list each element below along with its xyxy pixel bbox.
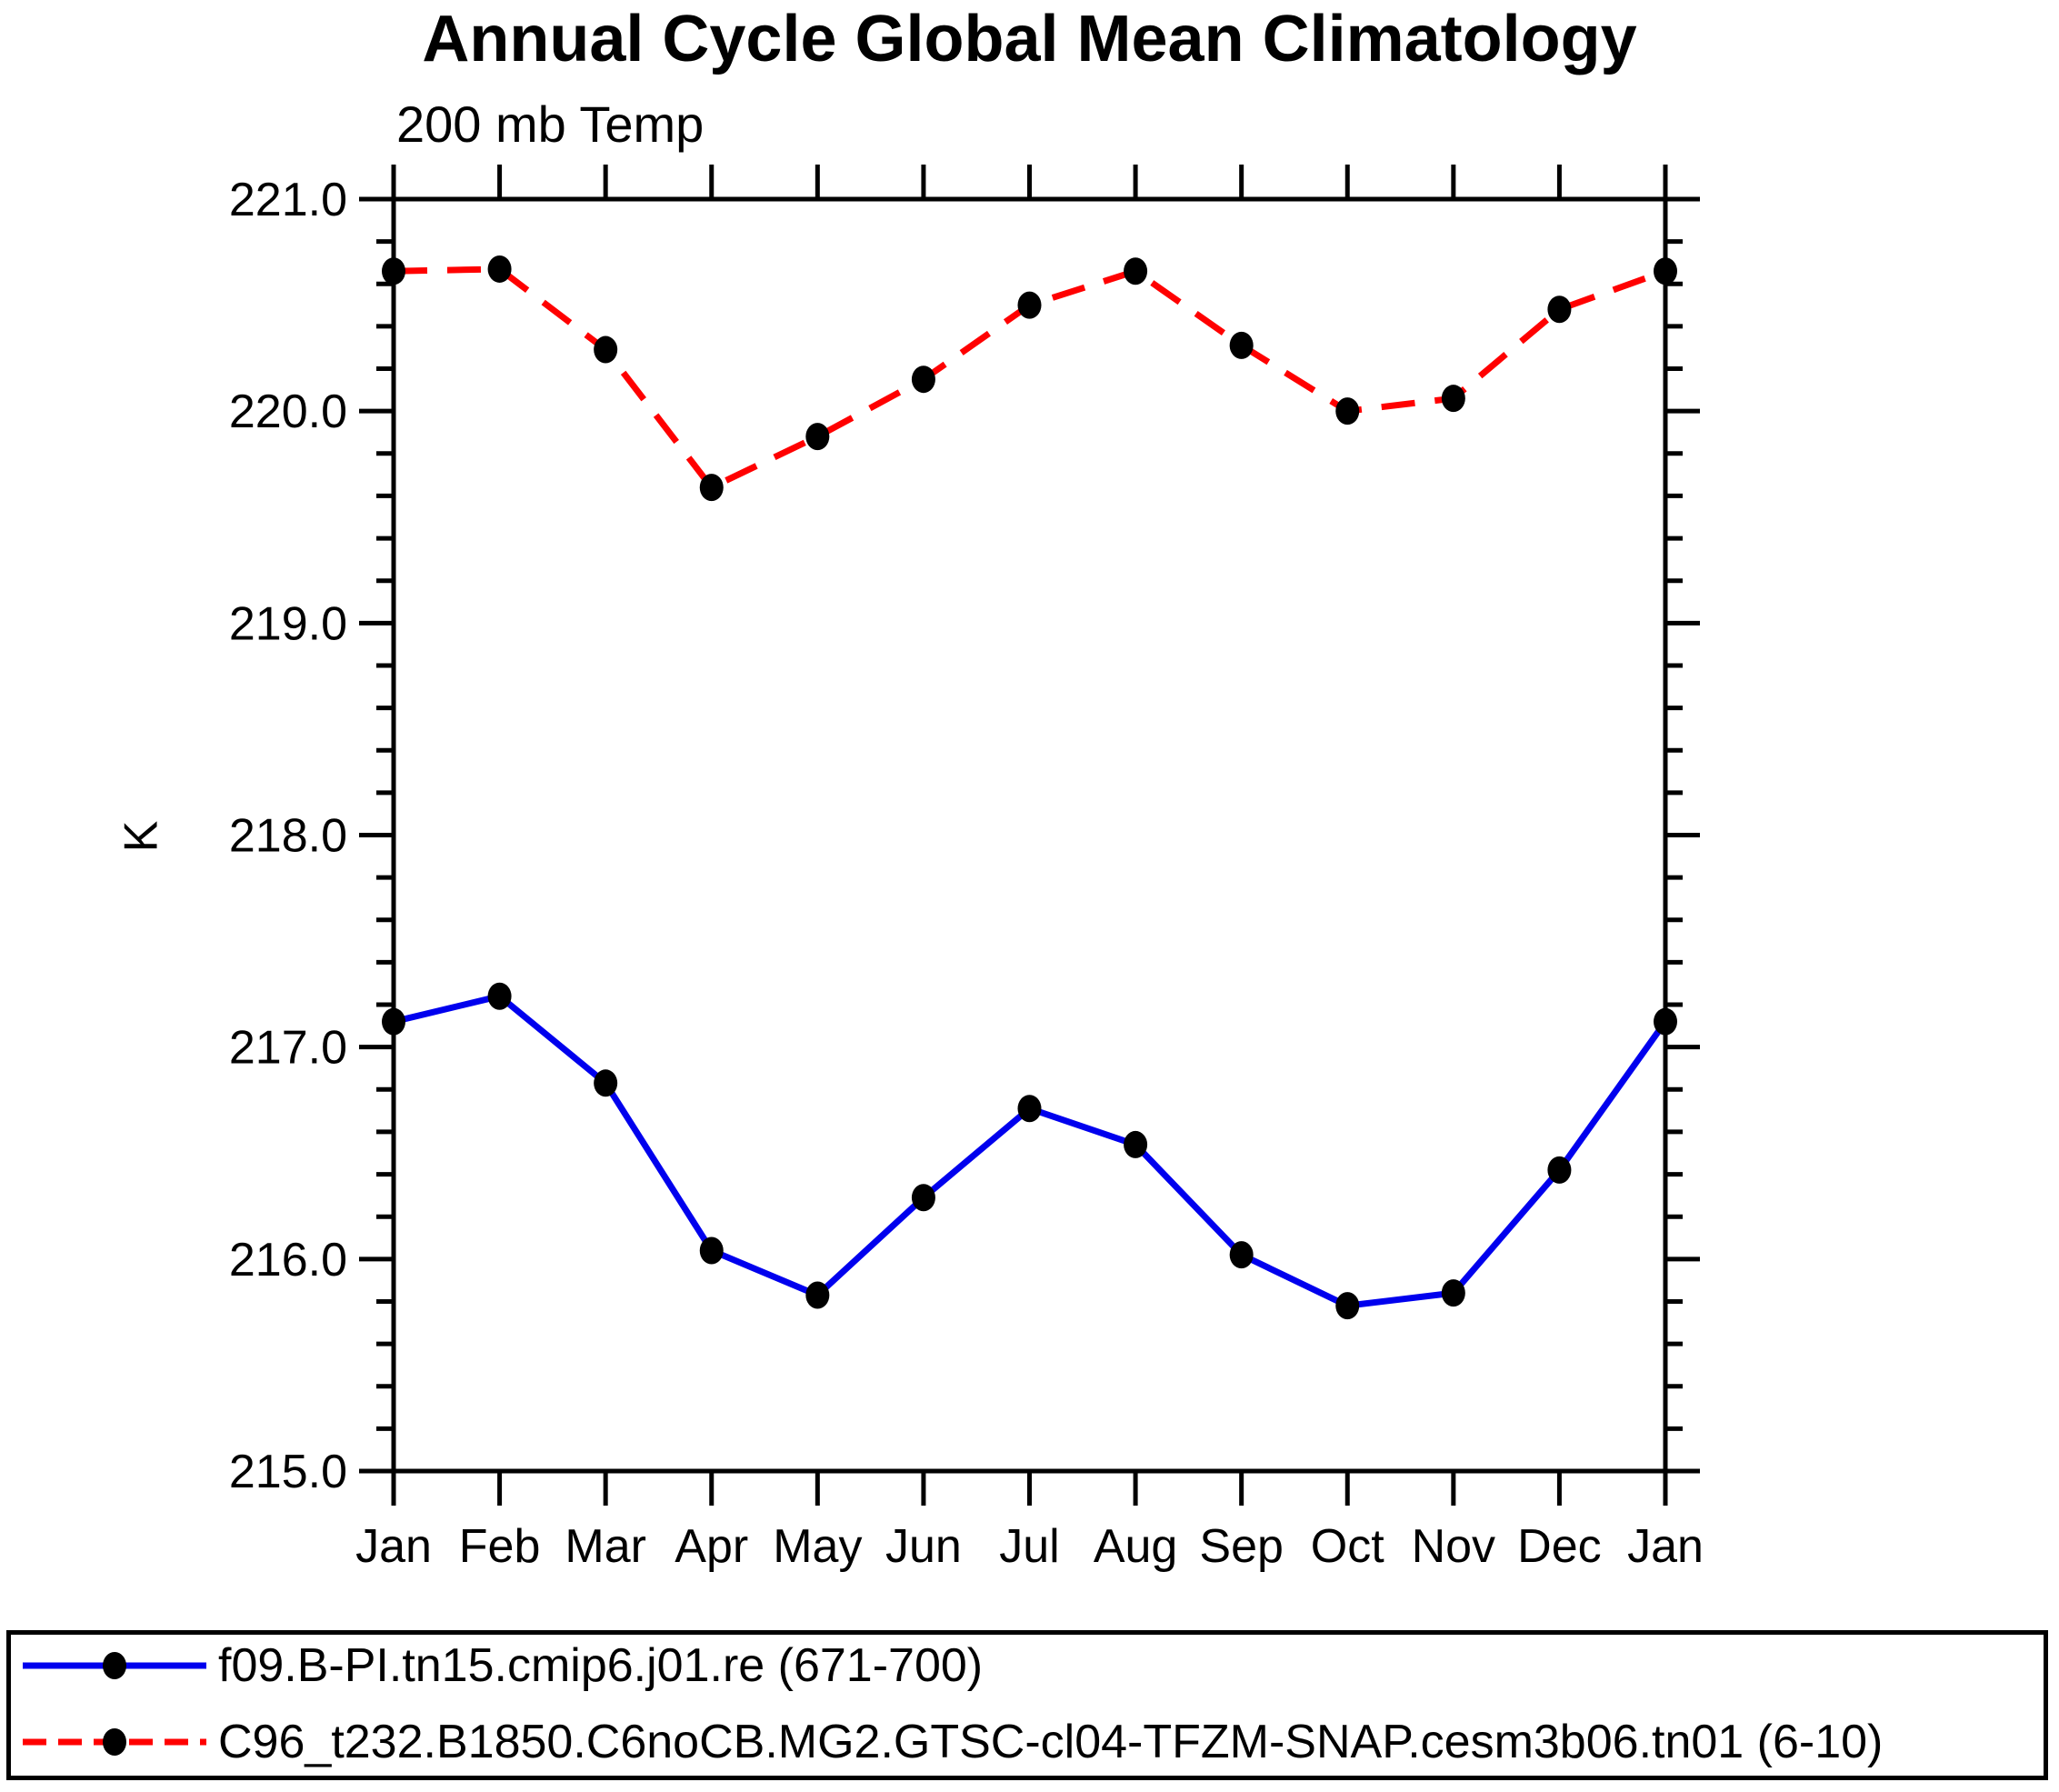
- y-tick-label: 218.0: [229, 810, 347, 863]
- data-point-marker: [382, 257, 405, 285]
- data-point-marker: [911, 1184, 935, 1212]
- data-point-marker: [1654, 257, 1677, 285]
- legend-line-sample-dashed: [23, 1728, 206, 1756]
- data-point-marker: [699, 474, 724, 502]
- data-point-marker: [699, 1236, 724, 1265]
- legend-sample-marker: [103, 1728, 126, 1756]
- data-point-marker: [487, 982, 512, 1010]
- data-point-marker: [1229, 1241, 1254, 1269]
- data-point-marker: [1547, 295, 1572, 324]
- y-ticks: 215.0 216.0 217.0 218.0 219.0 220.0 221.0: [229, 174, 1700, 1498]
- data-point-marker: [1654, 1007, 1677, 1036]
- y-tick-label: 216.0: [229, 1234, 347, 1286]
- data-point-marker: [1335, 1292, 1360, 1320]
- legend-entry-series1: f09.B-PI.tn15.cmip6.j01.re (671-700): [18, 1639, 984, 1692]
- legend-entry-series2: C96_t232.B1850.C6noCB.MG2.GTSC-cl04-TFZM…: [18, 1716, 1884, 1768]
- y-tick-label: 215.0: [229, 1446, 347, 1498]
- x-tick-label: Jul: [999, 1520, 1059, 1573]
- data-point-marker: [1124, 1130, 1148, 1158]
- series-0: [382, 982, 1677, 1320]
- legend-label-series1: f09.B-PI.tn15.cmip6.j01.re (671-700): [218, 1639, 984, 1692]
- data-point-marker: [1017, 291, 1042, 319]
- legend-label-series2: C96_t232.B1850.C6noCB.MG2.GTSC-cl04-TFZM…: [218, 1716, 1884, 1768]
- x-tick-label: May: [773, 1520, 862, 1573]
- y-tick-label: 219.0: [229, 597, 347, 650]
- data-point-marker: [1441, 385, 1465, 413]
- data-point-marker: [1124, 257, 1148, 285]
- x-tick-label: Mar: [565, 1520, 646, 1573]
- data-point-marker: [1547, 1156, 1572, 1184]
- x-tick-label: Dec: [1517, 1520, 1601, 1573]
- data-point-marker: [594, 335, 618, 364]
- series-line-0: [393, 992, 1668, 1309]
- legend-box: f09.B-PI.tn15.cmip6.j01.re (671-700) C96…: [6, 1630, 2048, 1780]
- x-tick-label: Sep: [1199, 1520, 1284, 1573]
- data-point-marker: [1335, 397, 1360, 425]
- data-point-marker: [487, 255, 512, 283]
- y-tick-label: 217.0: [229, 1022, 347, 1075]
- data-point-marker: [594, 1069, 618, 1097]
- x-tick-label: Jan: [355, 1520, 432, 1573]
- data-point-marker: [911, 365, 935, 394]
- chart-title: Annual Cycle Global Mean Climatology: [422, 3, 1637, 75]
- data-point-marker: [1017, 1095, 1042, 1123]
- x-tick-label: Feb: [459, 1520, 541, 1573]
- legend-line-sample-solid: [23, 1652, 206, 1679]
- chart-subtitle: 200 mb Temp: [396, 95, 705, 153]
- legend-sample-marker: [103, 1652, 126, 1679]
- data-point-marker: [1441, 1279, 1465, 1307]
- y-tick-label: 220.0: [229, 385, 347, 438]
- x-tick-label: Apr: [675, 1520, 748, 1573]
- x-tick-label: Jan: [1627, 1520, 1704, 1573]
- plot-frame: [391, 196, 1668, 1474]
- data-point-marker: [1229, 331, 1254, 359]
- data-point-marker: [382, 1007, 405, 1036]
- y-tick-label: 221.0: [229, 174, 347, 226]
- x-tick-label: Nov: [1412, 1520, 1495, 1573]
- x-ticks: Jan Feb Mar Apr May Jun Jul Aug Sep Oct Nov Dec Jan: [355, 165, 1704, 1573]
- series-1: [382, 255, 1677, 502]
- x-tick-label: Jun: [885, 1520, 962, 1573]
- x-tick-label: Oct: [1311, 1520, 1384, 1573]
- data-point-marker: [805, 1281, 830, 1309]
- data-point-marker: [805, 423, 830, 451]
- x-tick-label: Aug: [1094, 1520, 1178, 1573]
